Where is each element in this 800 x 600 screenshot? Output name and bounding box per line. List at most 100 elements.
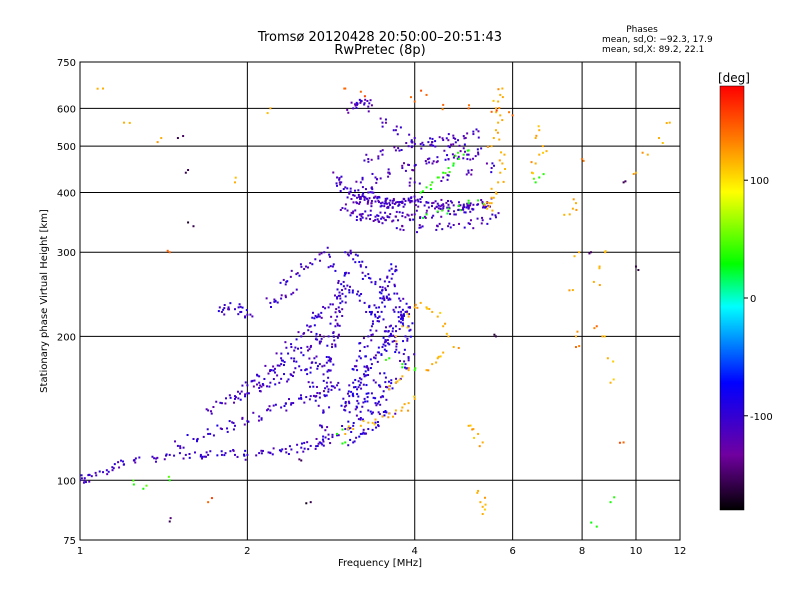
- echo-point: [165, 454, 168, 457]
- echo-point: [389, 203, 392, 206]
- echo-point: [374, 315, 377, 318]
- echo-point: [307, 448, 310, 451]
- echo-point: [375, 181, 378, 184]
- echo-point: [238, 392, 241, 395]
- echo-point: [366, 396, 369, 399]
- echo-point: [303, 447, 306, 450]
- echo-point: [401, 200, 404, 203]
- echo-point: [228, 394, 231, 397]
- echo-point: [266, 385, 269, 388]
- plot-frame: [79, 61, 681, 541]
- echo-point: [388, 412, 391, 415]
- echo-point: [376, 317, 379, 320]
- echo-point: [389, 334, 392, 337]
- chart-subtitle: RwPretec (8p): [334, 43, 425, 58]
- echo-point: [411, 145, 414, 148]
- echo-point: [348, 384, 351, 387]
- echo-point: [246, 392, 249, 395]
- echo-point: [575, 208, 578, 211]
- echo-point: [276, 301, 279, 304]
- echo-point: [494, 216, 497, 219]
- echo-point: [368, 306, 371, 309]
- echo-point: [352, 107, 355, 110]
- echo-point: [203, 455, 206, 458]
- echo-point: [532, 177, 535, 180]
- echo-point: [386, 275, 389, 278]
- echo-point: [332, 385, 335, 388]
- echo-point: [316, 338, 319, 341]
- echo-point: [343, 405, 346, 408]
- echo-point: [395, 342, 398, 345]
- echo-point: [387, 168, 390, 171]
- echo-point: [307, 329, 310, 332]
- echo-point: [207, 432, 210, 435]
- echo-point: [319, 340, 322, 343]
- echo-point: [378, 196, 381, 199]
- echo-point: [373, 196, 376, 199]
- echo-point: [334, 294, 337, 297]
- echo-point: [398, 201, 401, 204]
- echo-point: [374, 381, 377, 384]
- echo-point: [420, 196, 423, 199]
- echo-point: [403, 198, 406, 201]
- echo-point: [361, 405, 364, 408]
- echo-point: [216, 454, 219, 457]
- echo-point: [434, 140, 437, 143]
- echo-point: [377, 155, 380, 158]
- echo-point: [309, 262, 312, 265]
- echo-point: [90, 475, 93, 478]
- echo-point: [321, 365, 324, 368]
- echo-point: [165, 453, 168, 456]
- echo-point: [355, 359, 358, 362]
- echo-point: [429, 183, 432, 186]
- echo-point: [378, 201, 381, 204]
- echo-point: [373, 356, 376, 359]
- echo-point: [284, 294, 287, 297]
- echo-point: [386, 339, 389, 342]
- echo-point: [383, 299, 386, 302]
- echo-point: [397, 311, 400, 314]
- echo-point: [343, 274, 346, 277]
- echo-point: [236, 390, 239, 393]
- echo-point: [445, 201, 448, 204]
- echo-point: [394, 265, 397, 268]
- echo-point: [280, 377, 283, 380]
- echo-point: [258, 415, 261, 418]
- echo-point: [297, 331, 300, 334]
- echo-point: [403, 314, 406, 317]
- echo-point: [612, 360, 615, 363]
- echo-point: [454, 137, 457, 140]
- echo-point: [334, 345, 337, 348]
- echo-point: [389, 213, 392, 216]
- echo-point: [428, 161, 431, 164]
- echo-point: [384, 211, 387, 214]
- echo-point: [568, 289, 571, 292]
- echo-point: [322, 435, 325, 438]
- echo-point: [352, 194, 355, 197]
- echo-point: [438, 136, 441, 139]
- echo-point: [385, 296, 388, 299]
- echo-point: [409, 328, 412, 331]
- echo-point: [376, 196, 379, 199]
- echo-point: [462, 203, 465, 206]
- echo-point: [300, 446, 303, 449]
- echo-point: [122, 460, 125, 463]
- echo-point: [362, 401, 365, 404]
- echo-point: [293, 349, 296, 352]
- echo-point: [501, 119, 504, 122]
- echo-point: [359, 381, 362, 384]
- echo-point: [341, 300, 344, 303]
- echo-point: [428, 307, 431, 310]
- echo-point: [457, 151, 460, 154]
- echo-point: [440, 179, 443, 182]
- echo-point: [359, 213, 362, 216]
- grid-lines: [80, 62, 680, 540]
- echo-point: [476, 217, 479, 220]
- echo-point: [345, 404, 348, 407]
- echo-point: [362, 383, 365, 386]
- echo-point: [497, 212, 500, 215]
- echo-point: [452, 143, 455, 146]
- echo-point: [337, 306, 340, 309]
- echo-point: [423, 204, 426, 207]
- echo-point: [378, 413, 381, 416]
